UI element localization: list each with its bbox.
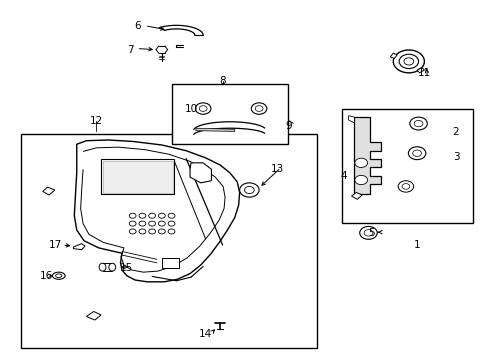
Circle shape [354, 158, 367, 167]
Circle shape [139, 213, 145, 218]
Bar [171, 84, 287, 144]
Polygon shape [42, 187, 55, 195]
Circle shape [195, 103, 210, 114]
Circle shape [255, 106, 263, 111]
Text: 1: 1 [413, 240, 420, 250]
Text: 11: 11 [417, 68, 430, 78]
Text: 9: 9 [285, 121, 291, 131]
Circle shape [239, 183, 259, 197]
Bar [101, 159, 174, 194]
Polygon shape [74, 140, 239, 282]
Circle shape [413, 120, 422, 127]
Circle shape [392, 50, 424, 73]
Circle shape [158, 213, 165, 218]
Circle shape [139, 221, 145, 226]
Text: 2: 2 [452, 127, 458, 137]
Circle shape [158, 221, 165, 226]
Polygon shape [351, 193, 362, 199]
Circle shape [168, 221, 175, 226]
Circle shape [251, 103, 266, 114]
Circle shape [129, 213, 136, 218]
Circle shape [359, 226, 376, 239]
Ellipse shape [109, 263, 116, 271]
Circle shape [412, 150, 421, 157]
Ellipse shape [56, 274, 62, 278]
Circle shape [398, 54, 418, 68]
Circle shape [158, 229, 165, 234]
Text: 12: 12 [89, 116, 102, 126]
Bar [21, 134, 317, 348]
Bar [103, 161, 172, 193]
Circle shape [354, 175, 367, 185]
Circle shape [148, 213, 155, 218]
Polygon shape [73, 244, 85, 249]
Polygon shape [348, 116, 354, 123]
Circle shape [199, 106, 206, 111]
Circle shape [148, 221, 155, 226]
Polygon shape [389, 53, 396, 59]
Circle shape [168, 229, 175, 234]
Bar [341, 109, 472, 223]
Text: 5: 5 [368, 228, 374, 238]
Circle shape [403, 58, 413, 65]
Polygon shape [86, 311, 101, 320]
Circle shape [139, 229, 145, 234]
Text: 14: 14 [199, 329, 212, 339]
Circle shape [129, 229, 136, 234]
Polygon shape [353, 117, 380, 194]
Ellipse shape [52, 272, 65, 279]
Circle shape [364, 230, 372, 236]
Text: 4: 4 [340, 171, 347, 181]
Circle shape [401, 184, 409, 189]
Text: 7: 7 [127, 45, 133, 55]
Circle shape [168, 213, 175, 218]
Text: 13: 13 [270, 164, 284, 174]
Circle shape [129, 221, 136, 226]
Text: 10: 10 [184, 104, 197, 113]
Text: 16: 16 [40, 271, 53, 281]
Bar [162, 257, 179, 267]
Circle shape [409, 117, 427, 130]
Circle shape [244, 186, 254, 194]
Polygon shape [190, 163, 211, 183]
Circle shape [407, 147, 425, 159]
Text: 3: 3 [452, 152, 458, 162]
Polygon shape [196, 128, 234, 131]
Text: 17: 17 [49, 240, 62, 250]
Polygon shape [416, 67, 424, 73]
Text: 8: 8 [219, 76, 225, 86]
Text: 6: 6 [134, 21, 141, 31]
Circle shape [148, 229, 155, 234]
Circle shape [397, 181, 413, 192]
Ellipse shape [99, 263, 106, 271]
Text: 15: 15 [120, 262, 133, 273]
